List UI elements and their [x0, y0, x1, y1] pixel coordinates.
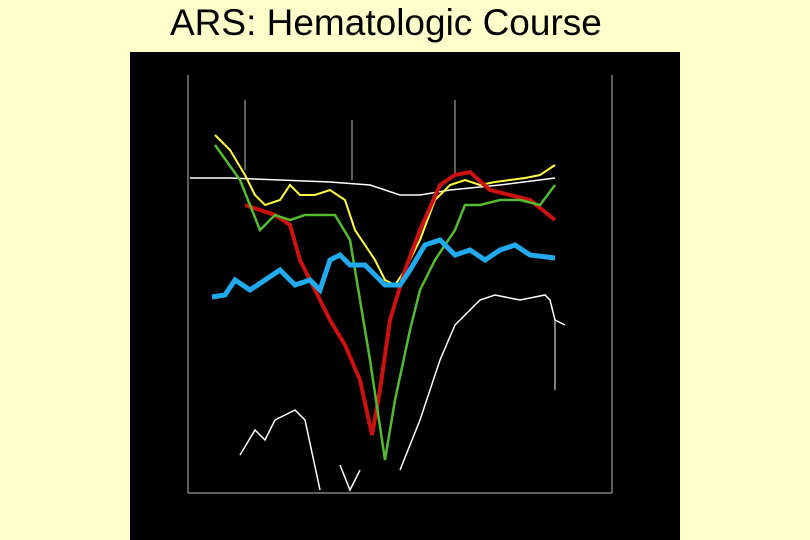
green-line: [213, 144, 556, 461]
white-lower-line: [239, 409, 321, 491]
white-lower-line: [339, 464, 361, 492]
white-upper-line: [190, 177, 556, 196]
blue-line: [211, 237, 556, 300]
axes: [187, 75, 613, 494]
white-lower-line: [399, 294, 566, 471]
slide-title: ARS: Hematologic Course: [170, 2, 602, 43]
red-line: [244, 169, 557, 436]
yellow-line: [214, 134, 556, 287]
